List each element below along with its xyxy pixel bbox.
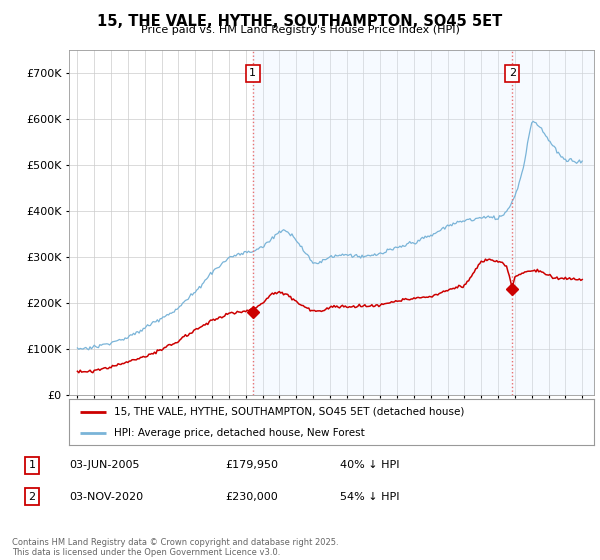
Text: 03-JUN-2005: 03-JUN-2005: [70, 460, 140, 470]
Text: £230,000: £230,000: [225, 492, 278, 502]
Text: 2: 2: [29, 492, 36, 502]
Bar: [253, 50, 594, 395]
Text: 15, THE VALE, HYTHE, SOUTHAMPTON, SO45 5ET (detached house): 15, THE VALE, HYTHE, SOUTHAMPTON, SO45 5…: [113, 407, 464, 417]
Text: 1: 1: [29, 460, 35, 470]
Text: HPI: Average price, detached house, New Forest: HPI: Average price, detached house, New …: [113, 428, 364, 438]
Text: 03-NOV-2020: 03-NOV-2020: [70, 492, 144, 502]
Text: £179,950: £179,950: [225, 460, 278, 470]
Text: 54% ↓ HPI: 54% ↓ HPI: [340, 492, 400, 502]
Text: Contains HM Land Registry data © Crown copyright and database right 2025.
This d: Contains HM Land Registry data © Crown c…: [12, 538, 338, 557]
Text: 40% ↓ HPI: 40% ↓ HPI: [340, 460, 400, 470]
Text: 1: 1: [249, 68, 256, 78]
Text: Price paid vs. HM Land Registry's House Price Index (HPI): Price paid vs. HM Land Registry's House …: [140, 25, 460, 35]
Text: 15, THE VALE, HYTHE, SOUTHAMPTON, SO45 5ET: 15, THE VALE, HYTHE, SOUTHAMPTON, SO45 5…: [97, 14, 503, 29]
Text: 2: 2: [509, 68, 516, 78]
